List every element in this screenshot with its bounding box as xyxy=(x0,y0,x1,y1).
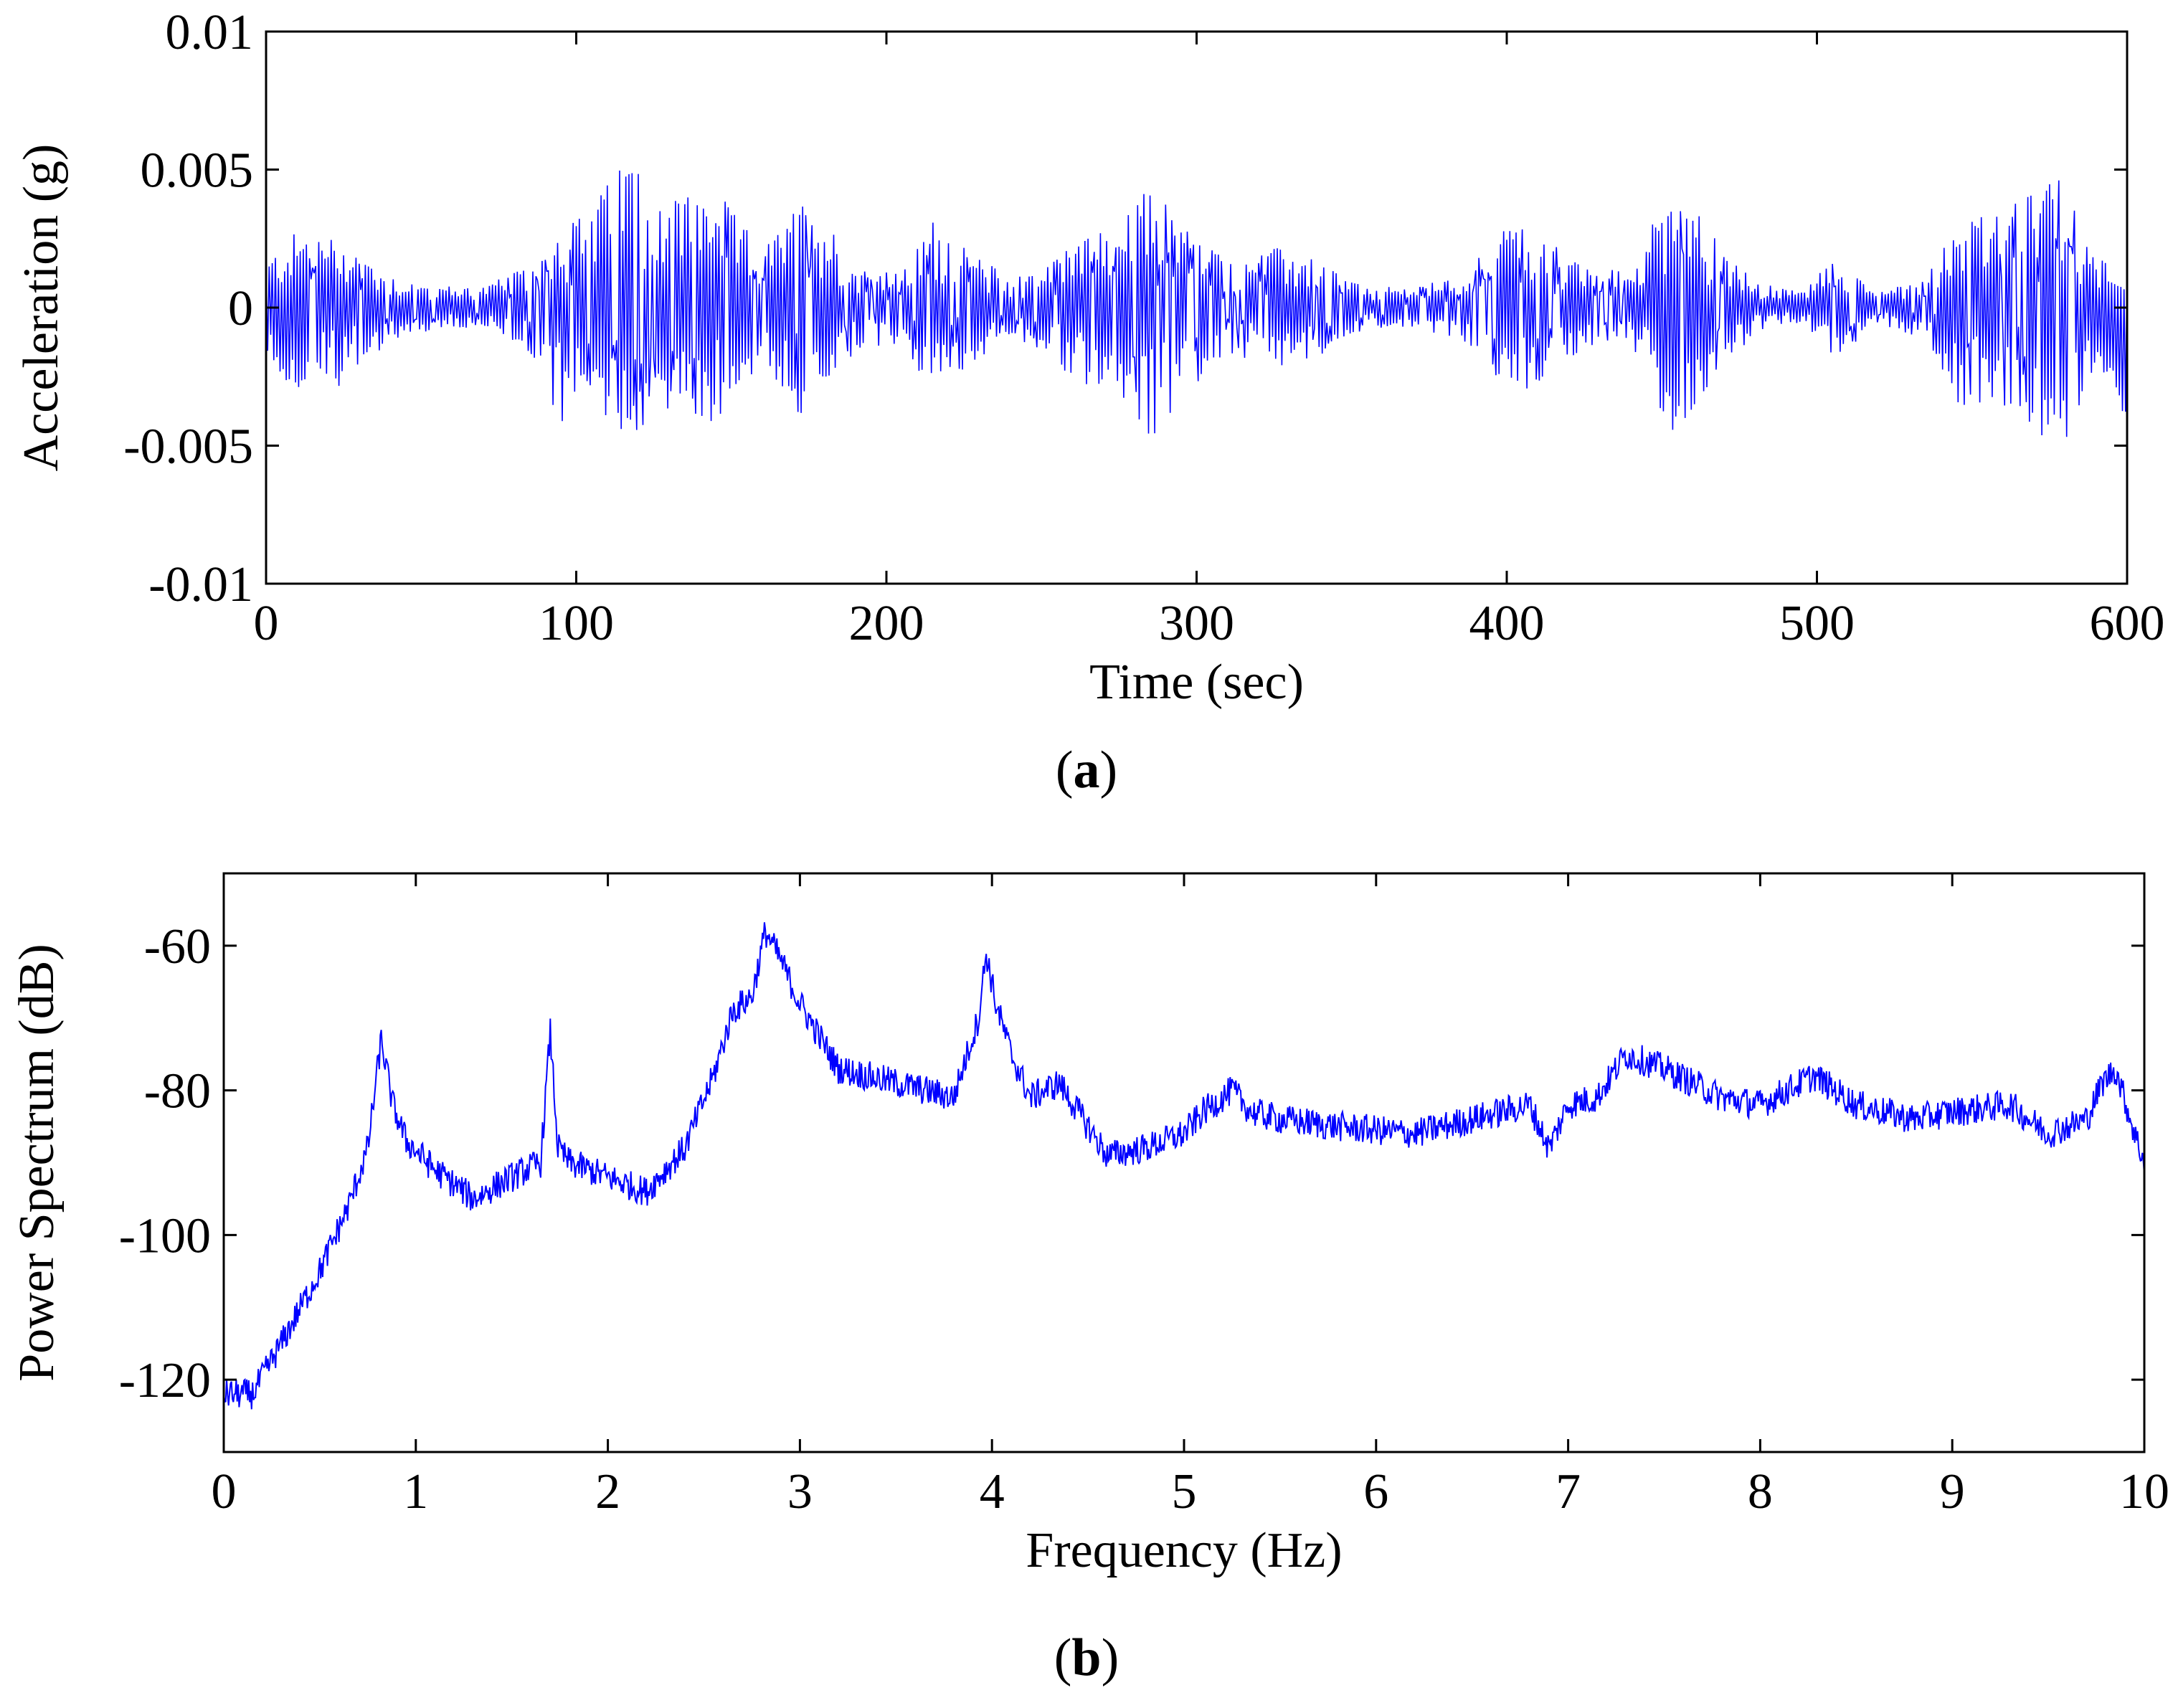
y-tick-label: 0.01 xyxy=(166,5,254,60)
x-tick-label: 9 xyxy=(1940,1464,1965,1519)
acceleration-series-line xyxy=(265,170,2128,437)
y-axis-label-a: Acceleration (g) xyxy=(14,144,69,472)
caption-b-letter: b xyxy=(1071,1628,1102,1687)
x-tick-label: 3 xyxy=(787,1464,813,1519)
x-tick-label: 10 xyxy=(2119,1464,2169,1519)
x-axis-label-a: Time (sec) xyxy=(1089,655,1304,710)
y-tick-label: -0.01 xyxy=(148,557,253,612)
x-tick-label: 0 xyxy=(212,1464,237,1519)
y-tick-label: 0.005 xyxy=(141,143,254,199)
ticks-a: 0 100 200 300 400 500 600 0.01 0.005 0 -0.005 -0.01 xyxy=(123,5,2164,651)
x-tick-label: 100 xyxy=(539,596,614,651)
x-tick-label: 8 xyxy=(1748,1464,1773,1519)
x-tick-label: 5 xyxy=(1172,1464,1197,1519)
panel-a: 0 100 200 300 400 500 600 0.01 0.005 0 -0.005 -0.01… xyxy=(14,5,2165,710)
x-axis-label-b: Frequency (Hz) xyxy=(1026,1523,1342,1578)
x-tick-label: 200 xyxy=(849,596,924,651)
ticks-b: 0 1 2 3 4 5 6 7 8 9 10 -60 -80 -100 -120 xyxy=(119,873,2169,1519)
x-tick-label: 600 xyxy=(2090,596,2165,651)
power-spectrum-series-line xyxy=(223,922,2145,1410)
y-tick-label: -0.005 xyxy=(123,419,253,475)
y-tick-label: -120 xyxy=(119,1353,211,1408)
y-tick-label: 0 xyxy=(228,281,253,336)
y-tick-label: -80 xyxy=(144,1064,211,1119)
y-tick-label: -100 xyxy=(119,1208,211,1263)
caption-a: (a) xyxy=(1055,741,1118,800)
y-axis-label-b: Power Spectrum (dB) xyxy=(9,944,65,1381)
x-tick-label: 500 xyxy=(1779,596,1855,651)
x-tick-label: 400 xyxy=(1469,596,1545,651)
caption-b: (b) xyxy=(1054,1628,1119,1687)
x-tick-label: 300 xyxy=(1159,596,1234,651)
panel-b: 0 1 2 3 4 5 6 7 8 9 10 -60 -80 -100 -120 Frequency (Hz… xyxy=(9,872,2169,1578)
x-tick-label: 0 xyxy=(254,596,279,651)
x-tick-label: 7 xyxy=(1556,1464,1581,1519)
x-tick-label: 2 xyxy=(595,1464,620,1519)
y-tick-label: -60 xyxy=(144,919,211,974)
x-tick-label: 1 xyxy=(403,1464,428,1519)
x-tick-label: 4 xyxy=(980,1464,1005,1519)
x-tick-label: 6 xyxy=(1363,1464,1388,1519)
caption-a-letter: a xyxy=(1073,741,1100,800)
